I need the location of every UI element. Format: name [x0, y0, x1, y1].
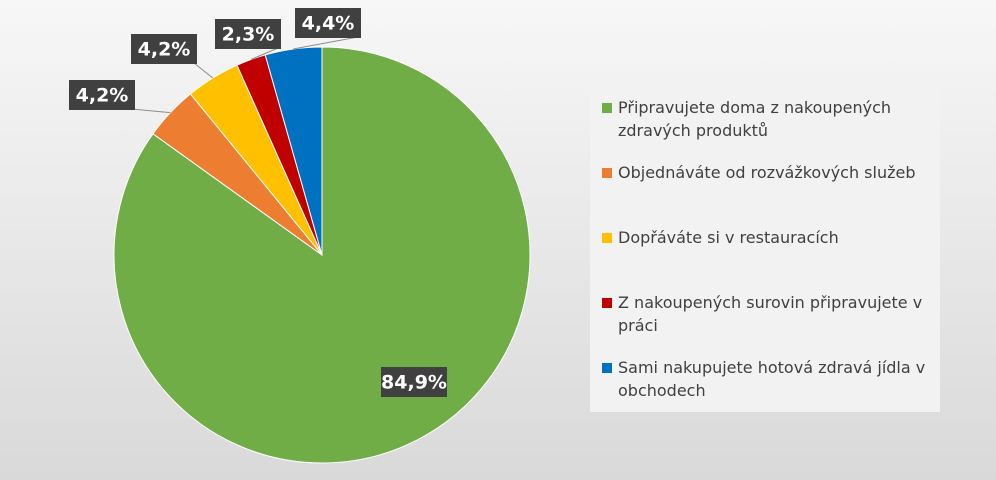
data-label: 84,9% — [381, 372, 447, 394]
legend-label: Připravujete doma z nakoupených zdravých… — [618, 98, 892, 140]
legend-item: Dopřáváte si v restauracích — [602, 226, 932, 291]
leader-line — [193, 62, 214, 79]
legend-swatch — [602, 298, 612, 308]
legend-label: Dopřáváte si v restauracích — [618, 228, 839, 247]
data-label: 4,2% — [138, 39, 191, 61]
leader-line — [293, 36, 359, 50]
legend-swatch — [602, 103, 612, 113]
data-label-box — [215, 19, 281, 49]
legend-label: Sami nakupujete hotová zdravá jídla v ob… — [618, 358, 926, 400]
legend-swatch — [602, 168, 612, 178]
legend-item: Sami nakupujete hotová zdravá jídla v ob… — [602, 356, 932, 421]
legend-label: Objednáváte od rozvážkových služeb — [618, 163, 916, 182]
data-label-box — [131, 34, 197, 64]
data-label: 2,3% — [222, 24, 275, 46]
data-label: 4,2% — [76, 85, 129, 107]
legend-swatch — [602, 363, 612, 373]
legend-item: Z nakoupených surovin připravujete v prá… — [602, 291, 932, 356]
legend: Připravujete doma z nakoupených zdravých… — [590, 82, 940, 412]
data-label-box — [295, 8, 361, 38]
leader-line — [131, 108, 171, 114]
pie-slice — [264, 46, 323, 256]
legend-item: Objednáváte od rozvážkových služeb — [602, 161, 932, 226]
legend-item: Připravujete doma z nakoupených zdravých… — [602, 96, 932, 161]
legend-label: Z nakoupených surovin připravujete v prá… — [618, 293, 923, 335]
data-label-box — [69, 80, 135, 110]
data-label: 4,4% — [302, 13, 355, 35]
legend-swatch — [602, 233, 612, 243]
leader-line — [250, 47, 279, 60]
data-label-box — [381, 367, 447, 397]
